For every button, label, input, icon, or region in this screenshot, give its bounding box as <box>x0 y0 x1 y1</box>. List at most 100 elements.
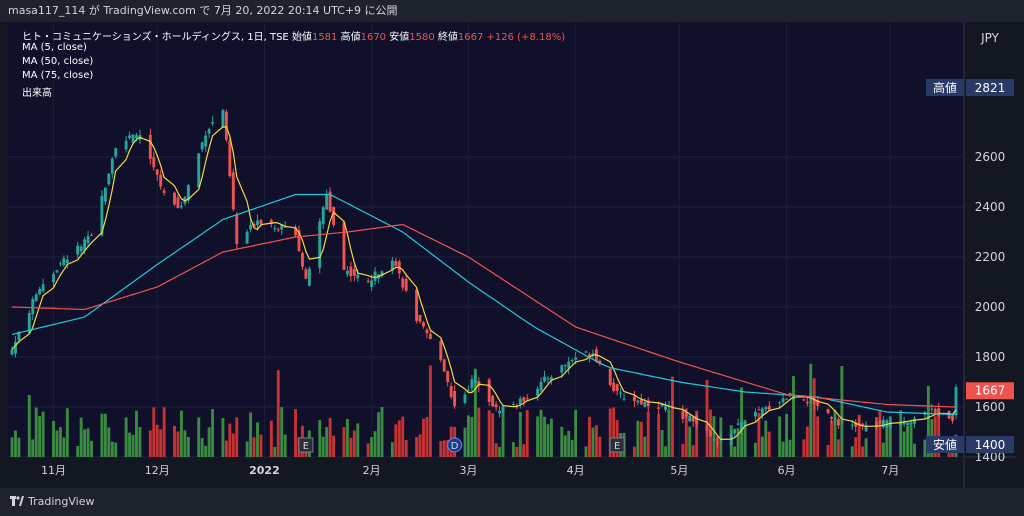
candle-body[interactable] <box>38 289 42 295</box>
candle-body[interactable] <box>148 134 152 159</box>
candle-body[interactable] <box>598 360 602 364</box>
candle-body[interactable] <box>816 399 820 407</box>
candle-body[interactable] <box>425 329 429 334</box>
dividend-marker[interactable] <box>447 437 463 453</box>
candle-body[interactable] <box>515 405 519 407</box>
candle-body[interactable] <box>294 227 297 236</box>
candle-body[interactable] <box>100 195 104 236</box>
candle-body[interactable] <box>501 406 505 413</box>
candle-body[interactable] <box>753 411 757 417</box>
legend-ma5[interactable]: MA (5, close) <box>22 42 87 53</box>
candle-body[interactable] <box>321 207 325 225</box>
candle-body[interactable] <box>930 408 934 410</box>
candle-body[interactable] <box>632 396 636 402</box>
candle-body[interactable] <box>352 269 356 276</box>
candle-body[interactable] <box>695 415 699 425</box>
candle-body[interactable] <box>836 419 840 426</box>
candle-body[interactable] <box>636 400 640 403</box>
candle-body[interactable] <box>401 278 405 288</box>
candle-body[interactable] <box>131 134 135 143</box>
candle-body[interactable] <box>14 341 17 354</box>
candle-body[interactable] <box>463 394 467 403</box>
candle-body[interactable] <box>684 412 688 417</box>
candle-body[interactable] <box>671 405 674 408</box>
candle-body[interactable] <box>280 224 284 230</box>
candle-body[interactable] <box>612 382 616 391</box>
candle-body[interactable] <box>805 401 809 404</box>
candle-body[interactable] <box>549 377 553 381</box>
candle-body[interactable] <box>522 397 526 402</box>
candle-body[interactable] <box>55 270 59 273</box>
candle-body[interactable] <box>197 153 201 188</box>
candle-body[interactable] <box>27 313 31 334</box>
candle-body[interactable] <box>446 371 450 383</box>
candle-body[interactable] <box>709 429 712 437</box>
candle-body[interactable] <box>356 274 360 279</box>
candle-body[interactable] <box>740 421 744 430</box>
candle-body[interactable] <box>511 404 515 406</box>
candle-body[interactable] <box>875 422 878 427</box>
candle-body[interactable] <box>404 279 408 291</box>
candle-body[interactable] <box>62 258 66 265</box>
candle-body[interactable] <box>155 169 159 175</box>
candle-body[interactable] <box>954 387 958 415</box>
candle-body[interactable] <box>840 421 844 423</box>
candle-body[interactable] <box>301 253 304 267</box>
candle-body[interactable] <box>861 423 865 426</box>
candle-body[interactable] <box>715 442 719 444</box>
candle-body[interactable] <box>878 420 882 424</box>
candle-body[interactable] <box>221 110 225 128</box>
legend-volume[interactable]: 出来高 <box>22 88 52 99</box>
candle-body[interactable] <box>712 438 716 441</box>
candle-body[interactable] <box>913 418 916 424</box>
candle-body[interactable] <box>207 129 211 134</box>
candle-body[interactable] <box>570 360 574 362</box>
candle-body[interactable] <box>688 415 692 422</box>
candle-body[interactable] <box>110 158 114 174</box>
candle-body[interactable] <box>778 402 782 404</box>
candle-body[interactable] <box>245 231 249 244</box>
candle-body[interactable] <box>736 423 740 425</box>
candle-body[interactable] <box>539 381 543 391</box>
candle-body[interactable] <box>591 353 595 356</box>
candle-body[interactable] <box>933 408 937 413</box>
candle-body[interactable] <box>328 191 332 212</box>
candle-body[interactable] <box>228 140 232 177</box>
candle-body[interactable] <box>951 415 954 421</box>
candle-body[interactable] <box>854 422 858 427</box>
candle-body[interactable] <box>812 399 816 404</box>
candle-body[interactable] <box>498 410 502 414</box>
candle-body[interactable] <box>646 400 650 407</box>
candle-body[interactable] <box>297 230 301 252</box>
candle-body[interactable] <box>881 419 885 428</box>
candle-body[interactable] <box>273 228 277 230</box>
candle-body[interactable] <box>518 398 522 405</box>
candle-body[interactable] <box>79 246 83 252</box>
candle-body[interactable] <box>235 214 239 244</box>
candle-body[interactable] <box>318 221 322 268</box>
candle-body[interactable] <box>231 172 235 210</box>
candle-body[interactable] <box>608 368 612 386</box>
candle-body[interactable] <box>937 408 941 417</box>
candle-body[interactable] <box>31 299 35 315</box>
candle-body[interactable] <box>733 429 737 434</box>
candle-body[interactable] <box>563 365 567 367</box>
candle-body[interactable] <box>304 269 308 279</box>
candle-body[interactable] <box>173 192 176 205</box>
candle-body[interactable] <box>186 185 190 201</box>
candle-body[interactable] <box>473 375 477 384</box>
candle-body[interactable] <box>899 423 903 425</box>
candle-body[interactable] <box>664 406 667 410</box>
candle-body[interactable] <box>204 135 208 147</box>
candle-body[interactable] <box>90 234 93 236</box>
candle-body[interactable] <box>536 388 540 396</box>
candle-body[interactable] <box>83 239 87 251</box>
candle-body[interactable] <box>449 386 453 398</box>
candle-body[interactable] <box>224 111 228 140</box>
candle-body[interactable] <box>615 384 619 391</box>
candle-body[interactable] <box>135 135 138 138</box>
candle-body[interactable] <box>719 439 723 441</box>
candle-body[interactable] <box>525 398 529 400</box>
candle-body[interactable] <box>906 422 910 426</box>
